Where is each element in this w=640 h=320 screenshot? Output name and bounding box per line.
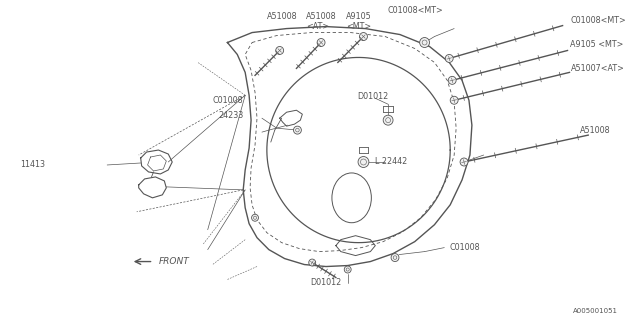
Text: FRONT: FRONT	[159, 257, 189, 266]
Circle shape	[450, 96, 458, 104]
Text: <AT>: <AT>	[307, 22, 330, 31]
Text: A51008: A51008	[267, 12, 298, 21]
Text: A9105: A9105	[346, 12, 371, 21]
Text: A51008: A51008	[307, 12, 337, 21]
Text: C01008<MT>: C01008<MT>	[570, 16, 626, 25]
Text: L 22442: L 22442	[375, 157, 408, 166]
Text: D01012: D01012	[310, 278, 342, 287]
Circle shape	[358, 156, 369, 167]
Text: A9105 <MT>: A9105 <MT>	[570, 40, 624, 49]
Circle shape	[448, 76, 456, 84]
Text: C01008: C01008	[449, 243, 480, 252]
Circle shape	[445, 54, 453, 62]
Text: C01008: C01008	[212, 96, 243, 105]
Circle shape	[391, 253, 399, 261]
Circle shape	[383, 115, 393, 125]
Circle shape	[344, 266, 351, 273]
Text: A51008: A51008	[580, 126, 611, 135]
Text: 24233: 24233	[218, 111, 243, 120]
Text: <MT>: <MT>	[346, 22, 371, 31]
Text: C01008<MT>: C01008<MT>	[387, 6, 443, 15]
Text: A005001051: A005001051	[572, 308, 618, 314]
Circle shape	[308, 259, 316, 266]
Circle shape	[460, 158, 468, 166]
Text: D01012: D01012	[358, 92, 389, 101]
Text: 11413: 11413	[20, 160, 45, 170]
Circle shape	[420, 37, 429, 47]
Circle shape	[252, 214, 259, 221]
Circle shape	[360, 33, 367, 41]
Text: A51007<AT>: A51007<AT>	[570, 64, 625, 73]
Circle shape	[276, 46, 284, 54]
Circle shape	[317, 38, 325, 46]
Circle shape	[294, 126, 301, 134]
